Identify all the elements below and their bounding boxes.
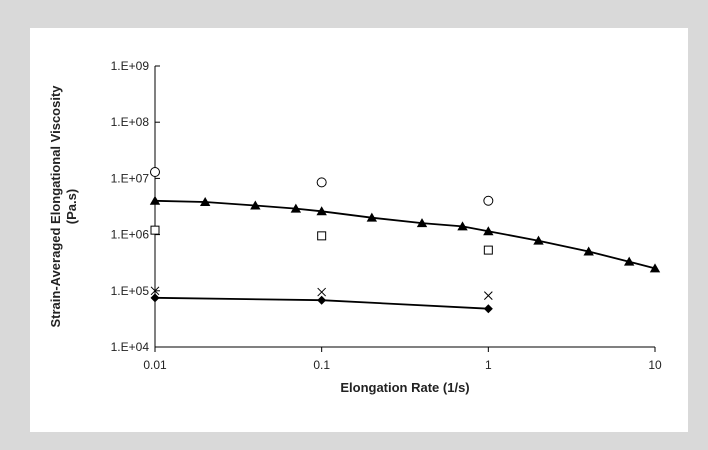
y-tick-label: 1.E+04: [111, 340, 150, 354]
data-point-triangle: [649, 263, 661, 273]
chart-panel: 1.E+04 1.E+05 1.E+06 1.E+07 1.E+08 1.E+09 0.01…: [30, 28, 688, 432]
data-point-square: [483, 245, 493, 255]
x-tick-label: 10: [648, 358, 662, 372]
data-point-circle: [150, 166, 160, 177]
series-square: [150, 225, 493, 255]
data-point-diamond: [483, 304, 493, 314]
data-point-triangle: [366, 212, 378, 222]
y-tick-label: 1.E+09: [111, 59, 150, 73]
y-tick-label: 1.E+08: [111, 115, 150, 129]
x-axis-title: Elongation Rate (1/s): [340, 380, 469, 395]
data-point-cross: [483, 291, 493, 300]
data-point-triangle: [483, 226, 494, 236]
data-point-diamond: [317, 295, 327, 305]
data-point-triangle: [533, 235, 544, 245]
data-point-triangle: [457, 221, 468, 231]
data-point-triangle: [199, 197, 211, 207]
data-point-cross: [317, 287, 327, 297]
data-point-diamond: [150, 293, 160, 303]
y-axis-title-unit: (Pa.s): [64, 189, 79, 224]
axes: [154, 65, 656, 352]
x-tick-label: 1: [485, 358, 492, 372]
chart: 1.E+04 1.E+05 1.E+06 1.E+07 1.E+08 1.E+09 0.01…: [48, 59, 662, 395]
tick-labels: 1.E+04 1.E+05 1.E+06 1.E+07 1.E+08 1.E+09 0.01…: [111, 59, 662, 372]
series-line: [154, 199, 656, 270]
data-point-triangle: [416, 218, 428, 228]
series-triangle: [149, 195, 661, 273]
data-point-circle: [483, 195, 494, 206]
y-axis-title: Strain-Averaged Elongational Viscosity: [48, 85, 63, 328]
data-point-triangle: [316, 206, 327, 216]
x-tick-label: 0.01: [143, 358, 167, 372]
data-point-circle: [316, 177, 327, 188]
y-tick-label: 1.E+06: [111, 228, 150, 242]
data-point-square: [317, 231, 327, 241]
data-point-triangle: [623, 256, 635, 266]
data-point-triangle: [290, 203, 302, 213]
series: [149, 166, 661, 314]
x-tick-label: 0.1: [313, 358, 330, 372]
y-tick-label: 1.E+07: [111, 171, 150, 185]
series-cross: [150, 286, 493, 300]
series-diamond: [150, 293, 493, 314]
series-circle: [150, 166, 494, 206]
data-point-cross: [150, 286, 160, 296]
data-point-triangle: [149, 195, 161, 205]
data-point-triangle: [250, 200, 261, 210]
y-tick-label: 1.E+05: [111, 284, 150, 298]
data-point-square: [150, 225, 160, 235]
data-point-triangle: [583, 246, 594, 256]
